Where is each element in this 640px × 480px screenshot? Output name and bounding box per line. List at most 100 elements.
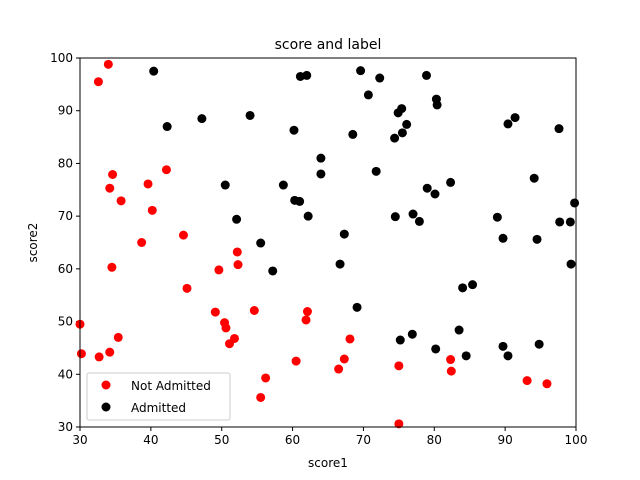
admitted-point [529,173,539,183]
not-admitted-point [394,361,404,371]
not-admitted-point [113,332,123,342]
admitted-point [454,325,464,335]
admitted-point [468,280,478,290]
admitted-point [278,180,288,190]
admitted-point [458,283,468,293]
not-admitted-point [446,355,456,365]
not-admitted-point [232,247,242,257]
admitted-point [565,217,575,227]
not-admitted-point [94,352,104,362]
legend-box [86,372,231,421]
not-admitted-point [147,205,157,215]
admitted-point [432,100,442,110]
admitted-point [335,259,345,269]
not-admitted-point [137,238,147,247]
not-admitted-point [105,183,115,193]
admitted-point [316,169,326,179]
not-admitted-point [116,196,126,206]
y-tick-label: 80 [58,156,73,170]
legend-marker-not-admitted [101,380,111,390]
not-admitted-point [229,333,239,343]
not-admitted-point [182,283,192,293]
y-tick-label: 70 [58,209,73,223]
not-admitted-point [339,354,349,364]
x-tick-label: 70 [356,433,371,447]
admitted-point [339,229,349,239]
admitted-point [256,238,266,248]
not-admitted-point [334,364,344,374]
y-axis-ticks: 30 40 50 60 70 80 90 100 [50,51,80,434]
not-admitted-point [249,306,259,316]
admitted-point [397,128,407,138]
not-admitted-point [210,307,220,317]
admitted-point [503,119,513,129]
legend: Not Admitted Admitted [86,372,231,421]
not-admitted-point [103,59,113,69]
admitted-point [303,211,313,221]
admitted-point [232,214,242,224]
admitted-point [430,189,440,199]
not-admitted-point [178,230,188,240]
x-tick-label: 90 [498,433,513,447]
plot-area [80,58,576,427]
admitted-point [371,166,381,176]
not-admitted-point [302,307,312,317]
not-admitted-point [291,356,301,366]
admitted-point [532,234,542,244]
not-admitted-point [214,265,224,275]
x-tick-label: 100 [565,433,588,447]
not-admitted-point [522,376,532,386]
admitted-point [149,66,159,76]
not-admitted-point [542,379,552,389]
not-admitted-point [233,260,243,270]
not-admitted-point [345,334,355,344]
admitted-point [408,209,418,219]
x-tick-label: 80 [427,433,442,447]
y-tick-label: 40 [58,367,73,381]
not-admitted-point [108,169,118,179]
y-tick-label: 60 [58,262,73,276]
admitted-point [534,339,544,349]
not-admitted-point [256,392,266,402]
admitted-point [554,124,564,134]
admitted-point [162,122,172,132]
admitted-point [510,113,520,123]
admitted-point [503,351,513,361]
admitted-point [492,212,502,222]
not-admitted-point [446,366,456,376]
x-tick-label: 30 [72,433,87,447]
admitted-point [421,70,431,80]
admitted-point [220,180,230,190]
x-tick-label: 60 [285,433,300,447]
scatter-points [75,59,580,429]
chart-title: score and label [275,37,382,53]
admitted-point [302,70,312,80]
not-admitted-point [221,323,231,333]
legend-label-admitted: Admitted [131,401,186,415]
admitted-point [498,233,508,243]
admitted-point [390,212,400,222]
admitted-point [363,90,373,100]
not-admitted-point [261,373,271,383]
plot-frame [79,57,577,428]
admitted-point [268,266,278,276]
x-tick-label: 50 [214,433,229,447]
not-admitted-point [93,77,103,87]
y-tick-label: 90 [58,104,73,118]
admitted-point [316,153,326,163]
admitted-point [498,341,508,351]
y-tick-label: 30 [58,420,73,434]
admitted-point [461,351,471,361]
admitted-point [431,344,441,354]
admitted-point [352,302,362,312]
admitted-point [407,329,417,339]
admitted-point [295,196,305,206]
admitted-point [414,216,424,226]
not-admitted-point [76,349,86,359]
admitted-point [289,125,299,135]
admitted-point [566,259,576,269]
y-tick-label: 100 [50,51,73,65]
admitted-point [375,73,385,83]
not-admitted-point [161,165,171,175]
